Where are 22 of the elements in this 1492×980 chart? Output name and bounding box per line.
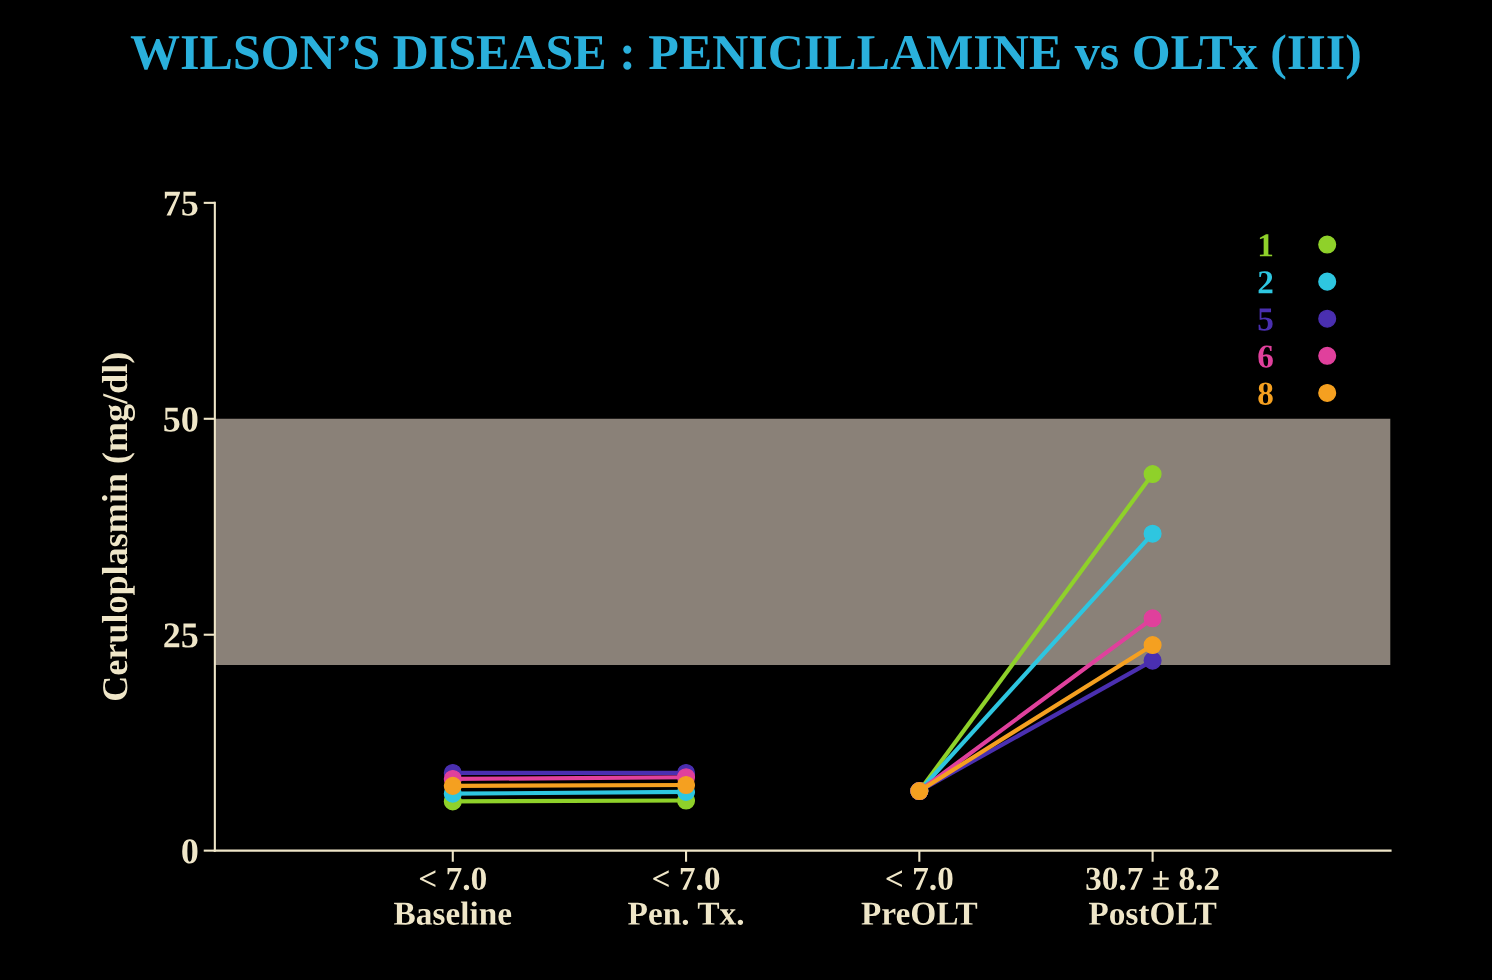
point <box>1143 651 1162 670</box>
x-tick-label: < 7.0 Pen. Tx. <box>628 867 744 926</box>
point <box>1143 465 1162 484</box>
point <box>1143 636 1162 655</box>
x-tick-label: < 7.0 Baseline <box>394 867 512 925</box>
legend-label: 1 <box>1259 234 1273 257</box>
point <box>443 776 462 795</box>
chart-title: WILSON’S DISEASE : PENICILLAMINE vs OLTx (III) <box>130 34 1360 80</box>
y-tick-label: 75 <box>164 191 198 216</box>
x-tick-label: 30.7 ± 8.2 PostOLT <box>1086 867 1219 925</box>
y-axis-title: Ceruloplasmin (mg/dl) <box>101 353 135 701</box>
point <box>677 775 696 795</box>
y-tick-label: 0 <box>182 839 198 864</box>
legend-label: 6 <box>1258 345 1273 368</box>
y-tick-label: 50 <box>164 407 198 432</box>
point <box>1143 524 1162 543</box>
x-tick-label: < 7.0 PreOLT <box>861 867 978 925</box>
legend-label: 5 <box>1258 308 1273 331</box>
point <box>1143 609 1162 628</box>
legend-label: 8 <box>1258 382 1273 405</box>
legend-label: 2 <box>1258 271 1273 294</box>
y-tick-label: 25 <box>164 623 198 648</box>
